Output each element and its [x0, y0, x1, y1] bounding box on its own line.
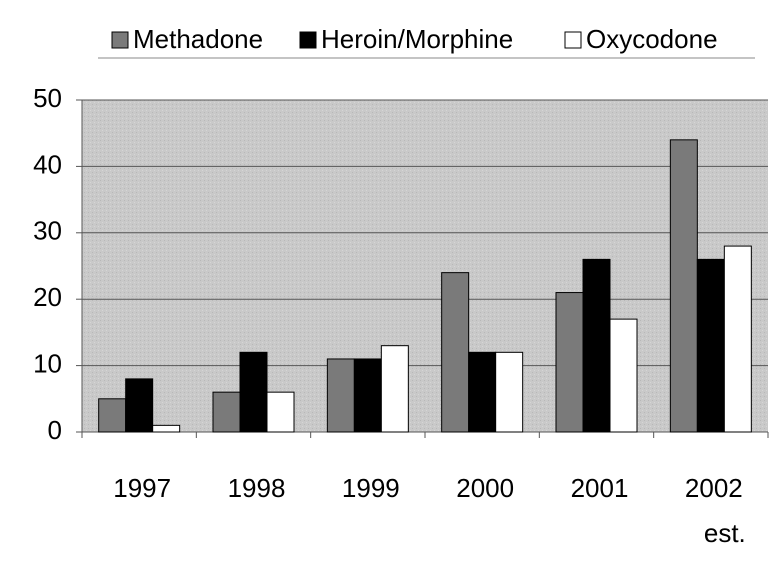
y-tick-label: 0: [48, 415, 62, 445]
bar: [468, 351, 497, 433]
x-tick-label: 1997: [113, 473, 171, 503]
bar: [380, 345, 409, 433]
y-tick-label: 50: [33, 83, 62, 113]
legend-label: Heroin/Morphine: [321, 24, 513, 54]
bar: [669, 139, 698, 433]
bar: [326, 358, 355, 433]
bar: [696, 258, 725, 433]
legend-label: Oxycodone: [586, 24, 718, 54]
plot-area: [82, 100, 768, 432]
legend-swatch: [299, 31, 317, 49]
x-tick-label: 1998: [228, 473, 286, 503]
bar: [723, 245, 752, 433]
x-tick-label: 2002 est.: [685, 473, 746, 548]
bar: [212, 391, 241, 433]
bar: [152, 424, 181, 433]
legend-swatch: [564, 31, 582, 49]
y-tick-label: 20: [33, 282, 62, 312]
legend-label: Methadone: [133, 24, 263, 54]
bar: [582, 258, 611, 433]
legend-swatch: [111, 31, 129, 49]
x-tick-label: 2001: [571, 473, 629, 503]
bar: [495, 351, 524, 433]
y-tick-label: 10: [33, 348, 62, 378]
x-tick-label: 2000: [456, 473, 514, 503]
bar: [353, 358, 382, 433]
bar: [441, 272, 470, 433]
bar: [266, 391, 295, 433]
bar: [98, 398, 127, 433]
bar: [125, 378, 154, 433]
y-tick-label: 40: [33, 149, 62, 179]
bar: [555, 292, 584, 433]
x-tick-label: 1999: [342, 473, 400, 503]
bar: [239, 351, 268, 433]
y-tick-label: 30: [33, 216, 62, 246]
bar: [609, 318, 638, 433]
